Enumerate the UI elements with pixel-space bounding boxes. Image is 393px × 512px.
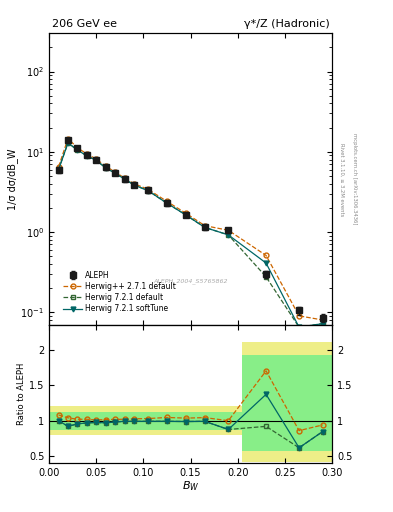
Herwig++ 2.7.1 default bbox=[122, 175, 127, 181]
Herwig 7.2.1 softTune bbox=[84, 153, 89, 159]
Herwig++ 2.7.1 default bbox=[84, 151, 89, 157]
Herwig 7.2.1 default bbox=[320, 321, 325, 327]
Text: 206 GeV ee: 206 GeV ee bbox=[52, 19, 117, 29]
Herwig 7.2.1 default bbox=[56, 166, 61, 173]
Line: Herwig 7.2.1 softTune: Herwig 7.2.1 softTune bbox=[56, 140, 325, 330]
Herwig 7.2.1 default bbox=[113, 170, 118, 176]
Text: γ*/Z (Hadronic): γ*/Z (Hadronic) bbox=[244, 19, 329, 29]
Herwig 7.2.1 default bbox=[184, 212, 188, 218]
Text: Rivet 3.1.10, ≥ 3.2M events: Rivet 3.1.10, ≥ 3.2M events bbox=[339, 142, 344, 216]
Herwig 7.2.1 softTune bbox=[66, 140, 70, 146]
Herwig 7.2.1 softTune bbox=[56, 166, 61, 173]
Herwig++ 2.7.1 default bbox=[103, 163, 108, 169]
Line: Herwig 7.2.1 default: Herwig 7.2.1 default bbox=[56, 140, 325, 330]
Text: mcplots.cern.ch [arXiv:1306.3436]: mcplots.cern.ch [arXiv:1306.3436] bbox=[352, 134, 357, 225]
Herwig++ 2.7.1 default bbox=[66, 136, 70, 142]
Y-axis label: Ratio to ALEPH: Ratio to ALEPH bbox=[17, 363, 26, 425]
Herwig++ 2.7.1 default bbox=[56, 164, 61, 170]
Herwig++ 2.7.1 default bbox=[320, 317, 325, 323]
Herwig 7.2.1 default bbox=[165, 200, 169, 206]
Herwig 7.2.1 default bbox=[264, 274, 268, 280]
Herwig++ 2.7.1 default bbox=[264, 252, 268, 259]
Herwig++ 2.7.1 default bbox=[202, 223, 207, 229]
Legend: ALEPH, Herwig++ 2.7.1 default, Herwig 7.2.1 default, Herwig 7.2.1 softTune: ALEPH, Herwig++ 2.7.1 default, Herwig 7.… bbox=[61, 269, 178, 315]
Herwig 7.2.1 softTune bbox=[297, 324, 301, 330]
Herwig++ 2.7.1 default bbox=[75, 145, 80, 151]
Herwig 7.2.1 default bbox=[84, 153, 89, 159]
Line: Herwig++ 2.7.1 default: Herwig++ 2.7.1 default bbox=[56, 136, 325, 323]
X-axis label: $B_W$: $B_W$ bbox=[182, 480, 199, 494]
Herwig++ 2.7.1 default bbox=[226, 227, 231, 233]
Herwig 7.2.1 default bbox=[132, 182, 136, 188]
Herwig++ 2.7.1 default bbox=[94, 156, 99, 162]
Herwig 7.2.1 default bbox=[226, 232, 231, 238]
Herwig++ 2.7.1 default bbox=[146, 186, 151, 193]
Herwig 7.2.1 default bbox=[297, 324, 301, 330]
Herwig++ 2.7.1 default bbox=[132, 181, 136, 187]
Herwig 7.2.1 default bbox=[146, 187, 151, 194]
Herwig++ 2.7.1 default bbox=[184, 210, 188, 217]
Herwig 7.2.1 softTune bbox=[94, 157, 99, 163]
Herwig 7.2.1 softTune bbox=[202, 224, 207, 230]
Y-axis label: 1/σ dσ/dB_W: 1/σ dσ/dB_W bbox=[7, 148, 18, 210]
Herwig 7.2.1 default bbox=[202, 224, 207, 230]
Herwig 7.2.1 default bbox=[66, 140, 70, 146]
Herwig 7.2.1 softTune bbox=[75, 147, 80, 153]
Herwig 7.2.1 softTune bbox=[103, 165, 108, 171]
Herwig++ 2.7.1 default bbox=[165, 199, 169, 205]
Herwig++ 2.7.1 default bbox=[297, 313, 301, 319]
Herwig 7.2.1 default bbox=[94, 157, 99, 163]
Herwig 7.2.1 softTune bbox=[184, 212, 188, 218]
Herwig 7.2.1 softTune bbox=[264, 260, 268, 266]
Herwig 7.2.1 softTune bbox=[320, 321, 325, 327]
Herwig 7.2.1 softTune bbox=[113, 170, 118, 176]
Text: ALEPH_2004_S5765862: ALEPH_2004_S5765862 bbox=[153, 278, 228, 284]
Herwig 7.2.1 softTune bbox=[146, 187, 151, 194]
Herwig 7.2.1 softTune bbox=[132, 182, 136, 188]
Herwig 7.2.1 default bbox=[122, 176, 127, 182]
Herwig++ 2.7.1 default bbox=[113, 169, 118, 175]
Herwig 7.2.1 default bbox=[75, 147, 80, 153]
Herwig 7.2.1 softTune bbox=[122, 176, 127, 182]
Herwig 7.2.1 softTune bbox=[226, 232, 231, 238]
Herwig 7.2.1 softTune bbox=[165, 200, 169, 206]
Herwig 7.2.1 default bbox=[103, 165, 108, 171]
